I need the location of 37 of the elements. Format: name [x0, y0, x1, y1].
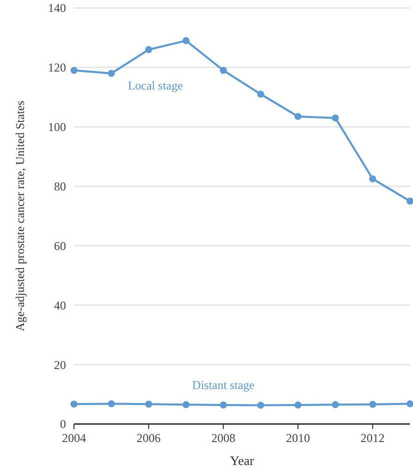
x-tick-label: 2006 — [136, 431, 161, 445]
point — [108, 400, 115, 408]
y-tick-label: 20 — [54, 358, 66, 372]
point — [369, 175, 376, 182]
x-tick-label: 2012 — [360, 431, 385, 445]
point — [406, 400, 413, 408]
y-tick-label: 80 — [54, 179, 66, 194]
point — [294, 112, 302, 120]
point — [70, 400, 78, 408]
y-tick-label: 40 — [54, 298, 66, 312]
x-tick-label: 2004 — [62, 431, 86, 445]
point — [220, 66, 227, 74]
y-tick-label: 120 — [48, 60, 66, 75]
point — [182, 401, 190, 408]
point — [257, 90, 264, 98]
y-tick-label: 0 — [60, 417, 66, 432]
y-axis-title: Age-adjusted prostate cancer rate, United States — [13, 100, 27, 332]
x-axis-title: Year — [230, 453, 255, 468]
point — [294, 401, 302, 408]
series-label: Distant stage — [192, 378, 254, 392]
point — [145, 46, 152, 54]
series-label: Local stage — [128, 78, 183, 93]
point — [70, 66, 78, 74]
point — [182, 37, 190, 44]
point — [257, 402, 264, 409]
point — [332, 114, 339, 122]
point — [220, 401, 227, 408]
y-tick-label: 140 — [48, 1, 66, 16]
point — [108, 70, 115, 77]
x-tick-label: 2008 — [211, 431, 236, 445]
point — [332, 401, 339, 408]
point — [145, 400, 152, 408]
point — [369, 400, 376, 408]
y-tick-label: 100 — [48, 120, 66, 134]
point — [406, 198, 413, 205]
x-tick-label: 2010 — [286, 431, 310, 445]
y-tick-label: 60 — [54, 238, 66, 253]
